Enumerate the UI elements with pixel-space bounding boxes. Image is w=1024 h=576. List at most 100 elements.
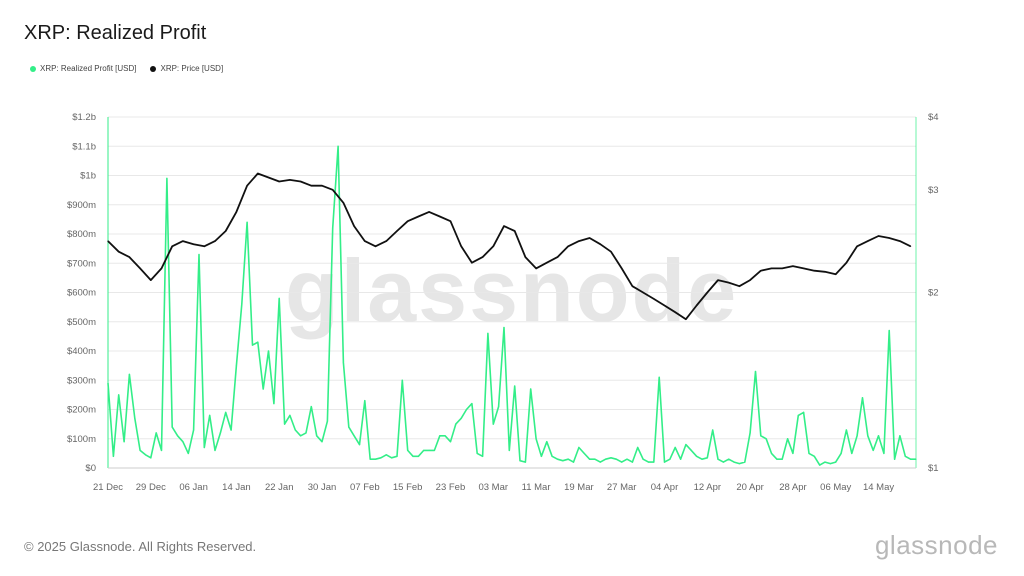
data-point-realized-profit [647,461,650,463]
data-point-realized-profit [669,458,671,460]
data-point-realized-profit [235,365,237,367]
copyright-text: © 2025 Glassnode. All Rights Reserved. [24,539,257,554]
data-point-realized-profit [556,458,559,460]
y-left-tick-label: $100m [67,434,96,445]
data-point-realized-profit [514,385,516,387]
data-point-realized-profit [744,461,746,463]
x-tick-label: 06 Jan [179,482,208,493]
data-point-realized-profit [358,444,361,446]
y-left-tick-label: $900m [67,200,96,211]
data-point-realized-profit [123,441,125,443]
data-point-realized-profit [770,452,773,454]
legend-item-profit[interactable]: XRP: Realized Profit [USD] [30,64,136,73]
data-point-realized-profit [599,461,601,463]
data-point-realized-profit [717,458,719,460]
data-point-realized-profit [150,457,152,459]
data-point-realized-profit [503,327,505,329]
y-left-tick-label: $200m [67,405,96,416]
legend-label-profit: XRP: Realized Profit [USD] [40,64,137,73]
data-point-realized-profit [471,403,473,405]
data-point-realized-profit [615,458,617,460]
data-point-price [589,237,591,239]
data-point-price [203,245,205,247]
data-point-price [546,262,548,264]
data-point-realized-profit [776,458,778,460]
data-point-price [385,240,387,242]
data-point-realized-profit [653,461,655,463]
x-tick-label: 04 Apr [651,482,678,493]
data-point-price [417,215,419,218]
x-tick-label: 28 Apr [779,482,806,493]
data-point-price [267,176,270,179]
data-point-realized-profit [262,388,264,390]
y-left-tick-label: $0 [85,463,96,474]
data-point-realized-profit [803,411,805,413]
data-point-realized-profit [594,458,596,460]
data-point-realized-profit [685,444,687,446]
x-tick-label: 11 Mar [522,482,551,493]
data-point-realized-profit [300,435,302,437]
data-point-price [214,240,216,242]
data-point-realized-profit [289,414,291,416]
data-point-realized-profit [380,457,382,459]
data-point-realized-profit [118,394,120,396]
data-point-realized-profit [787,438,789,440]
data-point-realized-profit [872,449,874,451]
data-point-realized-profit [867,435,869,437]
data-point-price [524,256,527,258]
data-point-realized-profit [460,417,462,419]
data-point-price [246,185,248,187]
y-right-tick-label: $2 [928,288,939,299]
data-point-realized-profit [428,449,430,451]
data-point-realized-profit [540,455,543,457]
data-point-realized-profit [835,461,837,463]
data-point-realized-profit [722,461,725,463]
data-point-realized-profit [391,457,393,459]
data-point-realized-profit [519,460,521,462]
data-point-realized-profit [680,458,682,460]
data-point-price [556,256,559,258]
data-point-price [770,267,773,269]
data-point-realized-profit [749,432,751,434]
data-point-price [567,245,569,247]
data-point-realized-profit [128,373,130,375]
data-point-price [685,318,687,320]
data-point-price [300,180,302,183]
legend-item-price[interactable]: XRP: Price [USD] [150,64,223,73]
data-point-price [888,237,890,239]
data-point-realized-profit [198,253,200,256]
data-point-realized-profit [813,455,815,457]
x-tick-label: 14 Jan [222,482,251,493]
data-point-realized-profit [583,452,585,454]
data-point-price [760,270,762,272]
data-point-realized-profit [342,362,344,364]
data-point-realized-profit [792,452,794,454]
data-point-price [728,282,730,284]
data-point-realized-profit [241,303,243,305]
data-point-realized-profit [626,458,628,460]
y-right-tick-label: $1 [928,463,939,474]
y-left-tick-label: $600m [67,288,96,299]
data-point-price [738,285,741,287]
y-left-tick-label: $1b [80,171,96,182]
page-title: XRP: Realized Profit [24,22,207,44]
x-tick-label: 03 Mar [478,482,508,493]
data-point-realized-profit [760,435,762,437]
data-point-realized-profit [374,458,377,460]
data-point-price [803,267,805,269]
data-point-realized-profit [658,376,660,378]
data-point-realized-profit [712,429,714,431]
x-tick-label: 19 Mar [564,482,594,493]
data-point-realized-profit [904,455,906,457]
data-point-realized-profit [856,435,858,437]
series-lines [107,145,917,466]
data-point-realized-profit [637,446,639,449]
data-point-realized-profit [219,432,221,434]
data-point-realized-profit [546,441,548,443]
data-point-price [492,245,494,247]
data-point-realized-profit [209,414,211,416]
data-point-realized-profit [369,458,371,460]
data-point-price [621,267,623,269]
data-point-realized-profit [348,426,350,428]
data-point-realized-profit [621,461,623,463]
